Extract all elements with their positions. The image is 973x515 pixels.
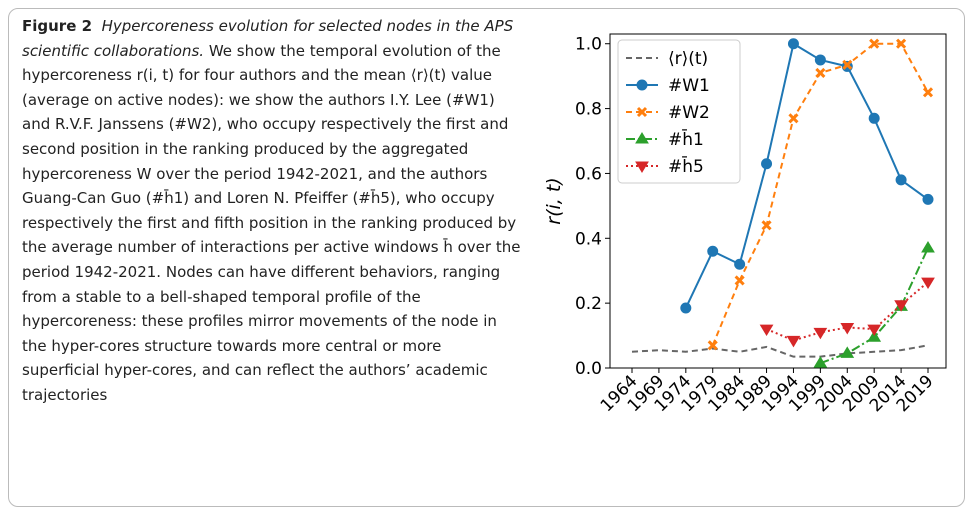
point: [707, 340, 718, 351]
point: [635, 132, 649, 144]
point: [867, 330, 882, 342]
y-tick-label: 1.0: [575, 35, 602, 55]
caption-label: Figure 2: [22, 17, 93, 35]
point: [761, 158, 773, 170]
legend-label: #h̄5: [668, 155, 704, 177]
point: [921, 277, 935, 290]
point: [636, 106, 648, 118]
point: [840, 322, 855, 335]
point: [635, 161, 649, 173]
point: [840, 346, 855, 358]
point: [814, 54, 826, 66]
point: [895, 174, 907, 186]
point: [921, 241, 935, 253]
series-line: [684, 42, 929, 309]
point: [813, 356, 828, 368]
y-tick-label: 0.2: [575, 294, 602, 314]
series-line: [631, 344, 929, 358]
legend-label: #h̄1: [668, 128, 704, 150]
y-axis-label: r(i, t): [543, 177, 565, 224]
caption: Figure 2 Hypercoreness evolution for sel…: [22, 14, 522, 408]
point: [787, 38, 799, 50]
point: [707, 245, 719, 257]
point: [922, 87, 934, 98]
point: [813, 327, 828, 340]
point: [759, 324, 774, 337]
point: [815, 67, 826, 78]
point: [868, 112, 880, 124]
y-tick-label: 0.4: [575, 229, 602, 249]
point: [922, 193, 934, 205]
point: [842, 59, 853, 70]
point: [786, 335, 801, 348]
legend-label: ⟨r⟩(t): [668, 49, 708, 69]
point: [867, 324, 882, 337]
series-line: [711, 42, 929, 346]
point: [869, 38, 880, 49]
y-tick-label: 0.8: [575, 100, 602, 120]
caption-title: Hypercoreness evolution for selected nod…: [22, 17, 514, 60]
point: [894, 300, 908, 312]
legend-box: [617, 39, 741, 184]
legend-label: #W2: [668, 103, 710, 123]
point: [761, 220, 772, 231]
point: [680, 302, 692, 314]
point: [734, 258, 746, 270]
caption-body: We show the temporal evolution of the hy…: [22, 41, 521, 404]
point: [636, 79, 648, 91]
legend-label: #W1: [668, 76, 710, 96]
plot-frame: [609, 33, 947, 369]
point: [734, 275, 745, 286]
series-line: [820, 247, 929, 365]
point: [788, 113, 799, 124]
figure-frame: [8, 8, 965, 507]
y-tick-label: 0.0: [575, 359, 602, 379]
point: [896, 38, 907, 49]
y-tick-label: 0.6: [575, 164, 602, 184]
